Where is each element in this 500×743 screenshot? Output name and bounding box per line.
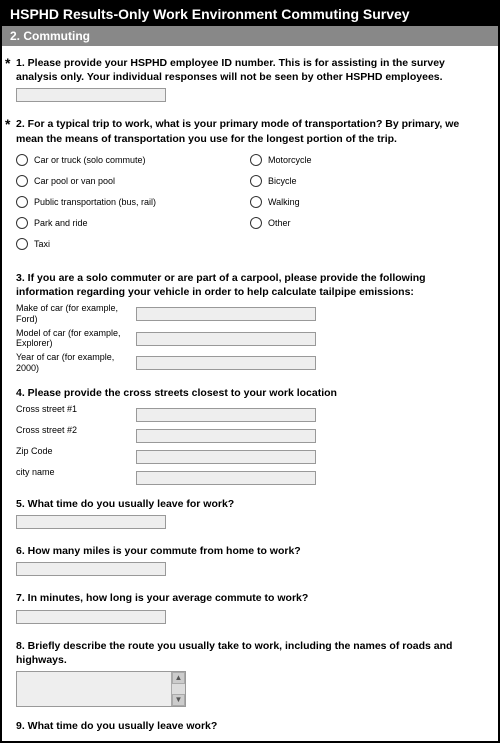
radio-icon: [16, 196, 28, 208]
field-label: Cross street #2: [16, 425, 136, 436]
question-8: 8. Briefly describe the route you usuall…: [16, 639, 484, 707]
radio-label: Car pool or van pool: [34, 176, 115, 186]
radio-label: Walking: [268, 197, 300, 207]
transport-options: Car or truck (solo commute) Car pool or …: [16, 154, 484, 259]
field-label: city name: [16, 467, 136, 478]
question-8-text: 8. Briefly describe the route you usuall…: [16, 639, 484, 667]
question-2-text: 2. For a typical trip to work, what is y…: [16, 117, 484, 145]
cross-street-2-input[interactable]: [136, 429, 316, 443]
leave-for-work-input[interactable]: [16, 515, 166, 529]
radio-icon: [250, 217, 262, 229]
field-label: Cross street #1: [16, 404, 136, 415]
radio-park-ride[interactable]: Park and ride: [16, 217, 250, 229]
radio-label: Taxi: [34, 239, 50, 249]
question-7-text: 7. In minutes, how long is your average …: [16, 591, 484, 605]
question-3: 3. If you are a solo commuter or are par…: [16, 271, 484, 374]
survey-content: 1. Please provide your HSPHD employee ID…: [2, 46, 498, 741]
question-3-text: 3. If you are a solo commuter or are par…: [16, 271, 484, 299]
car-make-input[interactable]: [136, 307, 316, 321]
radio-solo-commute[interactable]: Car or truck (solo commute): [16, 154, 250, 166]
radio-icon: [250, 154, 262, 166]
radio-icon: [16, 217, 28, 229]
radio-icon: [16, 175, 28, 187]
commute-minutes-input[interactable]: [16, 610, 166, 624]
radio-bicycle[interactable]: Bicycle: [250, 175, 484, 187]
radio-carpool[interactable]: Car pool or van pool: [16, 175, 250, 187]
section-header: 2. Commuting: [2, 26, 498, 46]
radio-label: Other: [268, 218, 291, 228]
radio-label: Public transportation (bus, rail): [34, 197, 156, 207]
route-description-input[interactable]: ▲ ▼: [16, 671, 186, 707]
question-7: 7. In minutes, how long is your average …: [16, 591, 484, 626]
radio-icon: [250, 175, 262, 187]
radio-motorcycle[interactable]: Motorcycle: [250, 154, 484, 166]
radio-icon: [16, 238, 28, 250]
scrollbar[interactable]: ▲ ▼: [171, 672, 185, 706]
question-1: 1. Please provide your HSPHD employee ID…: [16, 56, 484, 105]
question-6: 6. How many miles is your commute from h…: [16, 544, 484, 579]
field-label: Make of car (for example, Ford): [16, 303, 136, 325]
question-6-text: 6. How many miles is your commute from h…: [16, 544, 484, 558]
question-9: 9. What time do you usually leave work?: [16, 719, 484, 733]
radio-taxi[interactable]: Taxi: [16, 238, 250, 250]
scroll-up-icon[interactable]: ▲: [172, 672, 185, 684]
field-label: Zip Code: [16, 446, 136, 457]
question-2: 2. For a typical trip to work, what is y…: [16, 117, 484, 258]
radio-other[interactable]: Other: [250, 217, 484, 229]
question-9-text: 9. What time do you usually leave work?: [16, 719, 484, 733]
question-1-text: 1. Please provide your HSPHD employee ID…: [16, 56, 484, 84]
zip-code-input[interactable]: [136, 450, 316, 464]
field-label: Year of car (for example, 2000): [16, 352, 136, 374]
radio-public-transport[interactable]: Public transportation (bus, rail): [16, 196, 250, 208]
radio-label: Park and ride: [34, 218, 88, 228]
radio-label: Motorcycle: [268, 155, 312, 165]
scroll-down-icon[interactable]: ▼: [172, 694, 185, 706]
radio-label: Bicycle: [268, 176, 297, 186]
employee-id-input[interactable]: [16, 88, 166, 102]
question-4-text: 4. Please provide the cross streets clos…: [16, 386, 484, 400]
survey-container: HSPHD Results-Only Work Environment Comm…: [0, 0, 500, 743]
question-5-text: 5. What time do you usually leave for wo…: [16, 497, 484, 511]
radio-icon: [250, 196, 262, 208]
radio-walking[interactable]: Walking: [250, 196, 484, 208]
car-year-input[interactable]: [136, 356, 316, 370]
field-label: Model of car (for example, Explorer): [16, 328, 136, 350]
question-5: 5. What time do you usually leave for wo…: [16, 497, 484, 532]
survey-title: HSPHD Results-Only Work Environment Comm…: [2, 2, 498, 26]
city-name-input[interactable]: [136, 471, 316, 485]
cross-street-1-input[interactable]: [136, 408, 316, 422]
question-4: 4. Please provide the cross streets clos…: [16, 386, 484, 485]
car-model-input[interactable]: [136, 332, 316, 346]
radio-label: Car or truck (solo commute): [34, 155, 146, 165]
commute-miles-input[interactable]: [16, 562, 166, 576]
radio-icon: [16, 154, 28, 166]
